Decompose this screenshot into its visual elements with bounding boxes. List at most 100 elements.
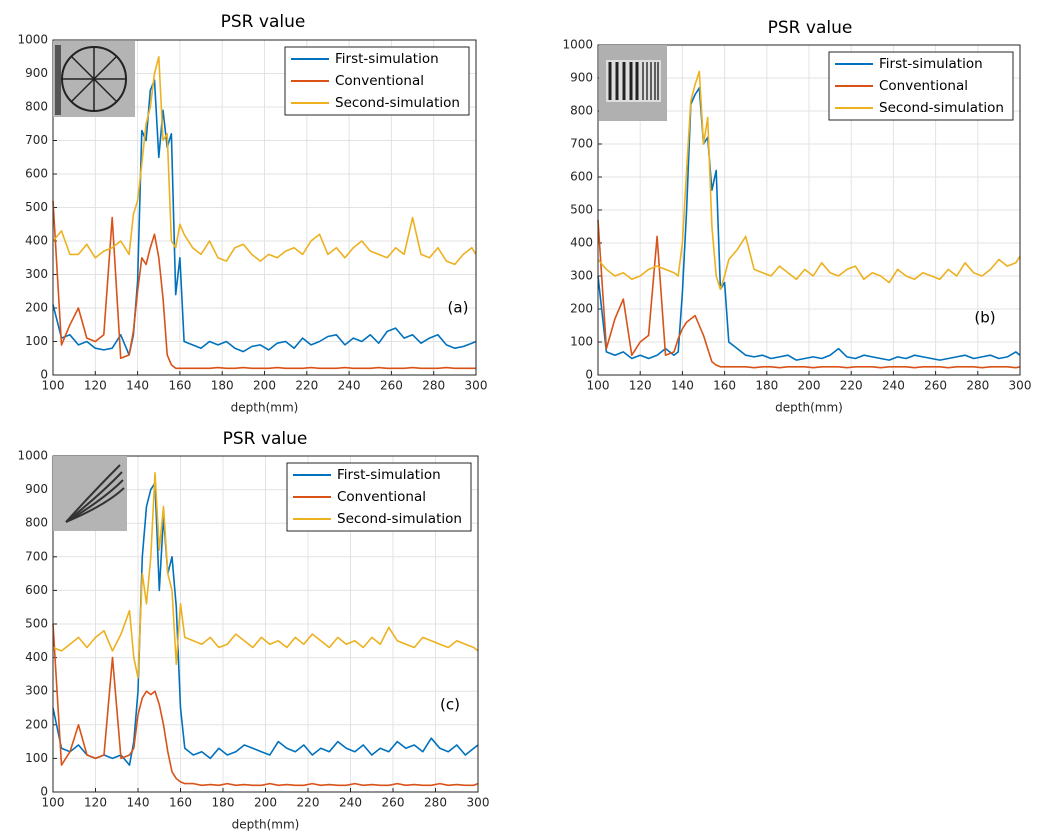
y-tick-label: 1000 [17, 33, 48, 47]
y-tick-label: 100 [25, 334, 48, 348]
y-tick-label: 0 [585, 368, 593, 382]
y-tick-label: 600 [25, 583, 48, 597]
chart: 100 120 140 160 180 200 220 240 260 280 3000100200… [562, 18, 1031, 415]
x-tick-label: 280 [966, 379, 989, 393]
y-tick-label: 300 [570, 269, 593, 283]
y-tick-label: 500 [25, 200, 48, 214]
legend-label: Conventional [337, 489, 426, 505]
y-tick-label: 1000 [17, 449, 48, 463]
x-tick-label: 300 [465, 379, 488, 393]
legend-label: Conventional [335, 73, 424, 89]
y-tick-label: 0 [40, 368, 48, 382]
y-tick-label: 700 [25, 133, 48, 147]
axes-frame [52, 455, 479, 793]
panel-label: (a) [448, 299, 469, 317]
y-tick-label: 200 [25, 301, 48, 315]
y-tick-label: 400 [25, 234, 48, 248]
y-tick-label: 300 [25, 267, 48, 281]
x-axis-label: depth(mm) [231, 401, 299, 415]
data-line [52, 200, 476, 370]
x-axis-label: depth(mm) [232, 818, 300, 832]
inset-image [53, 41, 135, 117]
chart-title: PSR value [221, 12, 306, 32]
y-tick-label: 100 [25, 751, 48, 765]
data-line [597, 219, 1021, 369]
panel-label: (b) [974, 309, 995, 327]
inset-image [599, 45, 667, 121]
x-tick-label: 260 [380, 379, 403, 393]
y-tick-label: 700 [25, 549, 48, 563]
data-line [597, 87, 1021, 361]
chart-title: PSR value [223, 429, 308, 449]
axes-frame [52, 39, 477, 376]
chart-title: PSR value [768, 18, 853, 38]
insets [53, 41, 667, 531]
axes-frame [597, 44, 1021, 376]
x-tick-label: 220 [297, 796, 320, 810]
y-tick-label: 800 [25, 516, 48, 530]
y-tick-label: 800 [570, 104, 593, 118]
legend-label: Second-simulation [335, 95, 460, 111]
legend-label: Conventional [879, 78, 968, 94]
x-tick-label: 280 [424, 796, 447, 810]
y-tick-label: 600 [25, 167, 48, 181]
x-tick-label: 160 [169, 796, 192, 810]
x-tick-label: 100 [42, 379, 65, 393]
y-tick-label: 700 [570, 137, 593, 151]
x-tick-label: 200 [798, 379, 821, 393]
legend-label: Second-simulation [337, 511, 462, 527]
x-tick-label: 120 [629, 379, 652, 393]
x-tick-label: 240 [882, 379, 905, 393]
y-tick-label: 400 [25, 650, 48, 664]
x-tick-label: 300 [1009, 379, 1032, 393]
x-tick-label: 200 [254, 796, 277, 810]
x-tick-label: 140 [126, 379, 149, 393]
x-tick-label: 100 [42, 796, 65, 810]
legend: First-simulation Conventional Second-simul… [828, 51, 1014, 121]
y-tick-label: 900 [25, 482, 48, 496]
x-tick-label: 240 [338, 379, 361, 393]
y-tick-label: 800 [25, 100, 48, 114]
x-tick-label: 100 [587, 379, 610, 393]
data-line [597, 70, 1021, 290]
chart: 100 120 140 160 180 200 220 240 260 280 3000100200… [17, 12, 487, 415]
x-tick-label: 120 [84, 796, 107, 810]
y-tick-label: 300 [25, 684, 48, 698]
x-tick-label: 160 [713, 379, 736, 393]
y-tick-label: 200 [25, 717, 48, 731]
y-tick-label: 500 [25, 617, 48, 631]
legend-label: First-simulation [879, 56, 983, 72]
y-tick-label: 500 [570, 203, 593, 217]
x-tick-label: 220 [295, 379, 318, 393]
x-tick-label: 200 [253, 379, 276, 393]
inset-image [53, 456, 127, 531]
data-line [52, 56, 477, 266]
y-tick-label: 200 [570, 302, 593, 316]
y-tick-label: 900 [570, 71, 593, 85]
legend-label: First-simulation [335, 51, 439, 67]
data-line [52, 482, 479, 766]
y-tick-label: 0 [40, 785, 48, 799]
y-tick-label: 100 [570, 335, 593, 349]
x-tick-label: 220 [840, 379, 863, 393]
x-axis-label: depth(mm) [775, 401, 843, 415]
x-tick-label: 180 [212, 796, 235, 810]
y-tick-label: 900 [25, 66, 48, 80]
legend-label: First-simulation [337, 467, 441, 483]
panel-label: (c) [440, 696, 460, 714]
x-tick-label: 240 [339, 796, 362, 810]
x-tick-label: 180 [211, 379, 234, 393]
x-tick-label: 140 [127, 796, 150, 810]
x-tick-label: 120 [84, 379, 107, 393]
x-tick-label: 260 [924, 379, 947, 393]
x-tick-label: 260 [382, 796, 405, 810]
legend-label: Second-simulation [879, 100, 1004, 116]
x-tick-label: 180 [755, 379, 778, 393]
x-tick-label: 300 [467, 796, 490, 810]
y-tick-label: 400 [570, 236, 593, 250]
data-line [52, 472, 479, 679]
y-tick-label: 600 [570, 170, 593, 184]
legend: First-simulation Conventional Second-simul… [286, 462, 472, 532]
legend: First-simulation Conventional Second-simul… [284, 46, 470, 116]
